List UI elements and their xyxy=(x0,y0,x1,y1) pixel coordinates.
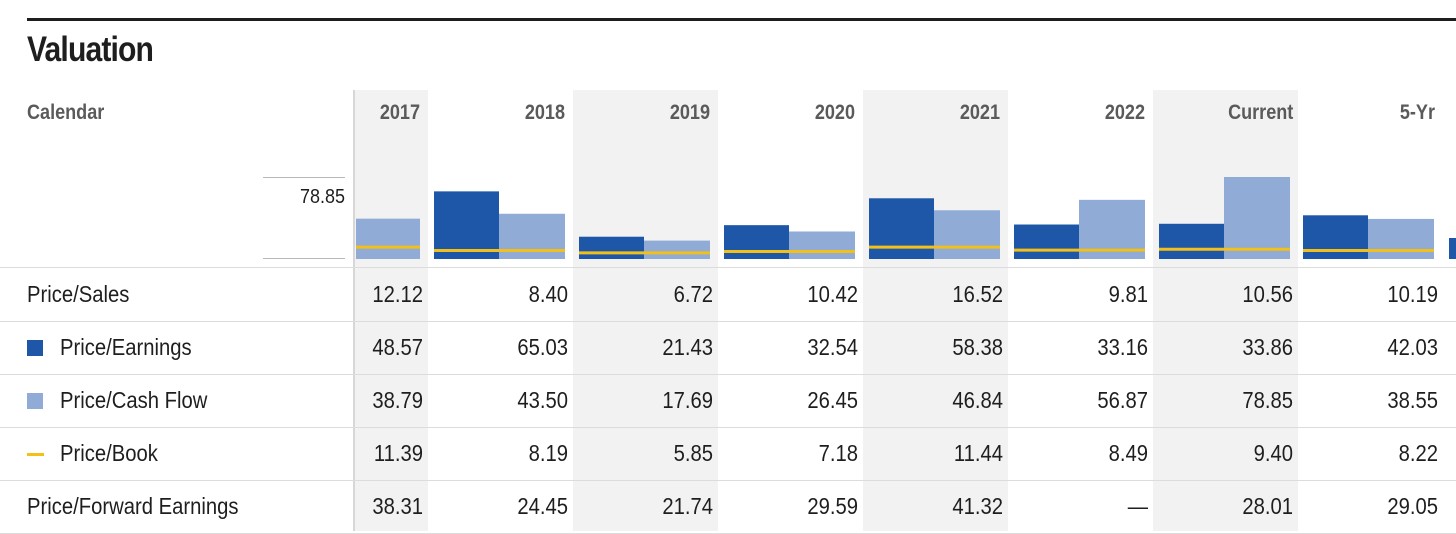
table-cell: 9.81 xyxy=(1108,281,1148,307)
axis-baseline xyxy=(263,258,345,259)
table-cell: 33.16 xyxy=(1097,334,1148,360)
row-divider xyxy=(0,374,1456,375)
row-label: Price/Forward Earnings xyxy=(27,493,239,519)
bar-price-cash-flow xyxy=(1368,218,1434,259)
column-header: 2019 xyxy=(669,101,710,124)
table-cell: 41.32 xyxy=(952,493,1003,519)
column-header: 2018 xyxy=(524,101,565,124)
column-shade xyxy=(573,90,718,531)
bar-price-cash-flow xyxy=(1224,177,1290,259)
table-cell: 29.59 xyxy=(807,493,858,519)
column-divider xyxy=(353,90,355,531)
column-shade xyxy=(1153,90,1298,531)
table-cell: 38.31 xyxy=(372,493,423,519)
table-cell: 42.03 xyxy=(1387,334,1438,360)
row-label: Price/Cash Flow xyxy=(60,387,208,413)
top-rule xyxy=(27,18,1456,21)
column-header: Current xyxy=(1228,101,1294,124)
column-header: 2017 xyxy=(379,101,420,124)
bar-price-cash-flow xyxy=(644,240,710,259)
page-title: Valuation xyxy=(27,30,154,69)
column-shade xyxy=(355,90,428,531)
table-cell: 24.45 xyxy=(517,493,568,519)
table-cell: 38.55 xyxy=(1387,387,1438,413)
table-cell: 7.18 xyxy=(818,440,858,466)
table-cell: 8.22 xyxy=(1398,440,1438,466)
bar-price-cash-flow xyxy=(789,231,855,259)
valuation-bar-chart xyxy=(356,177,1456,259)
table-cell: 16.52 xyxy=(952,281,1003,307)
table-cell: 8.49 xyxy=(1108,440,1148,466)
legend-price-earnings-swatch xyxy=(27,339,43,356)
table-cell: 6.72 xyxy=(673,281,713,307)
table-cell: 12.12 xyxy=(372,281,423,307)
table-cell: 28.01 xyxy=(1242,493,1293,519)
table-cell: 8.40 xyxy=(528,281,568,307)
table-cell: 17.69 xyxy=(662,387,713,413)
bar-price-earnings-partial xyxy=(1449,238,1456,259)
column-header: 2020 xyxy=(814,101,855,124)
table-cell: 33.86 xyxy=(1242,334,1293,360)
table-cell: 10.19 xyxy=(1387,281,1438,307)
table-cell: 5.85 xyxy=(673,440,713,466)
axis-max-label: 78.85 xyxy=(299,186,345,208)
table-cell: 58.38 xyxy=(952,334,1003,360)
table-cell: 32.54 xyxy=(807,334,858,360)
table-cell: 43.50 xyxy=(517,387,568,413)
row-divider xyxy=(0,267,1456,268)
column-header: 2022 xyxy=(1104,101,1145,124)
table-cell: 56.87 xyxy=(1097,387,1148,413)
bar-price-cash-flow xyxy=(356,218,420,259)
table-cell: 9.40 xyxy=(1253,440,1293,466)
table-cell: 21.74 xyxy=(662,493,713,519)
row-divider xyxy=(0,427,1456,428)
table-cell: 29.05 xyxy=(1387,493,1438,519)
table-cell: 65.03 xyxy=(517,334,568,360)
table-cell: 10.56 xyxy=(1242,281,1293,307)
axis-top-line xyxy=(263,177,345,178)
bar-price-earnings xyxy=(434,191,499,259)
calendar-header: Calendar xyxy=(27,101,105,124)
column-shade xyxy=(863,90,1008,531)
table-cell: 48.57 xyxy=(372,334,423,360)
bar-price-earnings xyxy=(1014,224,1079,259)
bar-price-earnings xyxy=(579,236,644,259)
column-header: 2021 xyxy=(959,101,1000,124)
bar-price-earnings xyxy=(869,198,934,259)
bar-price-earnings xyxy=(1303,215,1368,259)
row-label: Price/Sales xyxy=(27,281,130,307)
table-cell: 46.84 xyxy=(952,387,1003,413)
legend-price-book-line xyxy=(27,452,44,456)
bar-price-earnings xyxy=(1159,223,1224,259)
row-divider xyxy=(0,480,1456,481)
table-cell: 10.42 xyxy=(807,281,858,307)
table-cell: 11.39 xyxy=(373,440,423,466)
table-cell: 11.44 xyxy=(953,440,1003,466)
table-cell: 38.79 xyxy=(372,387,423,413)
legend-price-cash-flow-swatch xyxy=(27,392,43,409)
column-header: 5-Yr xyxy=(1399,101,1435,124)
bar-price-cash-flow xyxy=(934,210,1000,259)
bar-price-earnings xyxy=(724,225,789,259)
row-label: Price/Earnings xyxy=(60,334,192,360)
row-divider xyxy=(0,321,1456,322)
table-cell: 26.45 xyxy=(807,387,858,413)
table-cell: 8.19 xyxy=(528,440,568,466)
table-cell: 78.85 xyxy=(1242,387,1293,413)
table-cell: 21.43 xyxy=(662,334,713,360)
row-label: Price/Book xyxy=(60,440,158,466)
bar-price-cash-flow xyxy=(499,213,565,259)
table-cell: — xyxy=(1127,493,1148,519)
